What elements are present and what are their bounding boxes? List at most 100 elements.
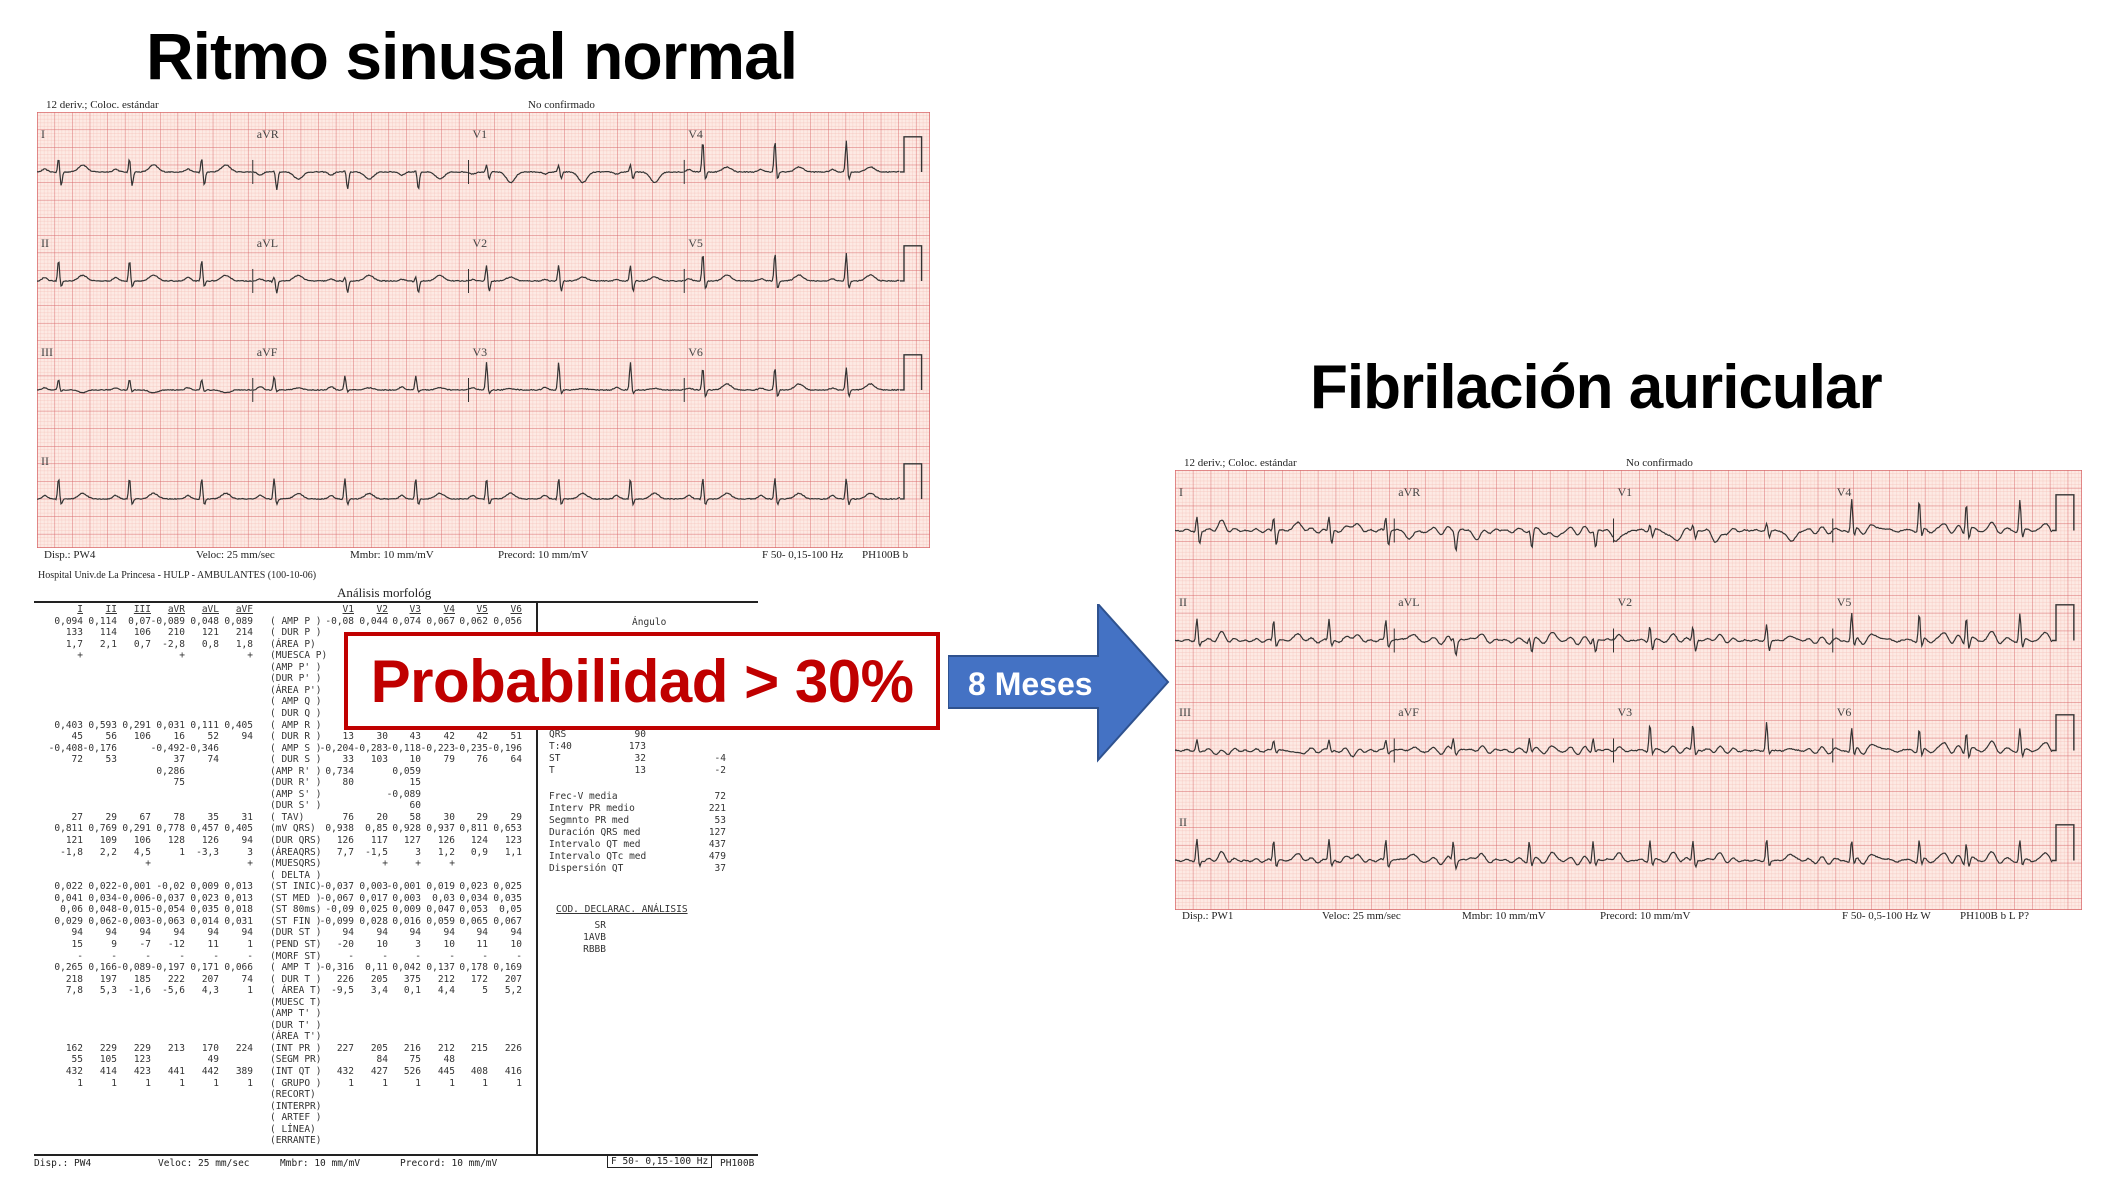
bottom-footer-disp: Disp.: PW4 — [34, 1158, 92, 1169]
table-cell: -0,037 — [319, 881, 354, 893]
table-cell: 48 — [443, 1054, 455, 1066]
table-cell: 0,031 — [156, 719, 185, 731]
table-cell: 389 — [235, 1066, 253, 1077]
table-cell: 170 — [201, 1042, 219, 1054]
ecg-trace-III — [37, 378, 253, 394]
measure-label: Interv PR medio — [549, 803, 635, 814]
table-cell: -0,067 — [319, 892, 354, 904]
table-cell: 16 — [173, 731, 185, 743]
row-label: (ST MED ) — [270, 892, 322, 904]
table-cell: -20 — [336, 938, 354, 950]
ecg-trace-aVR — [1394, 525, 1614, 553]
row-label: ( GRUPO ) — [270, 1077, 322, 1089]
table-cell: 0,034 — [459, 892, 488, 904]
table-cell: 29 — [476, 811, 488, 823]
table-cell: -0,316 — [319, 962, 354, 974]
right-footer-veloc: Veloc: 25 mm/sec — [1322, 910, 1401, 922]
table-cell: 0,653 — [493, 823, 522, 835]
table-cell: 218 — [65, 973, 83, 985]
ecg-trace-V1 — [468, 162, 684, 184]
table-cell: 80 — [342, 777, 354, 789]
declaration-code: SR — [594, 920, 606, 931]
column-header: aVL — [201, 604, 219, 615]
column-header: II — [105, 604, 117, 615]
bottom-footer-mmbr: Mmbr: 10 mm/mV — [280, 1158, 361, 1169]
table-cell: 1,7 — [65, 638, 83, 650]
table-cell: 4,5 — [133, 846, 151, 858]
ecg-trace-V6 — [683, 367, 900, 399]
table-cell: 0,067 — [493, 915, 522, 927]
table-cell: 0,062 — [88, 915, 117, 927]
ecg-trace-aVR — [252, 170, 469, 191]
row-label: ( DUR T ) — [270, 973, 322, 985]
declaration-code: 1AVB — [583, 932, 606, 943]
table-cell: 0,07 — [128, 615, 151, 627]
table-cell: 29 — [105, 811, 117, 823]
table-cell: -5,6 — [162, 985, 185, 997]
table-cell: 0,053 — [459, 904, 488, 916]
row-label: ( AMP R ) — [270, 719, 322, 731]
table-cell: 214 — [235, 627, 253, 639]
table-cell: 0,169 — [493, 962, 522, 974]
measure-label: Dispersión QT — [549, 863, 624, 874]
row-label: ( DUR R ) — [270, 731, 322, 743]
table-cell: 1 — [516, 1077, 522, 1089]
column-header: V2 — [376, 604, 388, 615]
table-cell: 207 — [504, 973, 522, 985]
table-cell: 27 — [71, 811, 83, 823]
table-cell: - — [77, 950, 83, 962]
left-footer-filter: F 50- 0,15-100 Hz — [762, 549, 844, 561]
right-footer-disp: Disp.: PW1 — [1182, 910, 1234, 922]
table-cell: -0,006 — [116, 892, 151, 904]
table-cell: 0,025 — [359, 904, 388, 916]
table-cell: - — [449, 950, 455, 962]
declarations-title: COD. DECLARAC. ANÁLISIS — [556, 904, 688, 915]
column-header: III — [133, 604, 151, 615]
table-cell: 0,016 — [392, 915, 421, 927]
table-cell: 0,089 — [224, 615, 253, 627]
table-cell: 15 — [71, 938, 83, 950]
table-cell: 94 — [510, 927, 522, 939]
angle-label: ST — [549, 753, 561, 764]
table-cell: - — [382, 950, 388, 962]
table-cell: -9,5 — [331, 985, 354, 997]
table-cell: 123 — [133, 1054, 151, 1066]
row-label: (RECORT) — [270, 1089, 316, 1101]
row-label: ( AMP S ) — [270, 742, 322, 754]
table-cell: -0,02 — [156, 881, 185, 893]
table-cell: 0,166 — [88, 962, 117, 974]
declaration-code: RBBB — [583, 944, 606, 955]
table-cell: 1 — [213, 1077, 219, 1089]
row-label: (MORF ST) — [270, 950, 322, 962]
table-cell: 0,003 — [392, 892, 421, 904]
table-cell: + — [77, 650, 83, 662]
table-cell: 74 — [241, 973, 253, 985]
table-cell: 0,013 — [224, 881, 253, 893]
analysis-top-rule — [34, 601, 758, 603]
table-cell: 0,017 — [359, 892, 388, 904]
table-cell: 0,059 — [392, 765, 421, 777]
table-cell: 226 — [504, 1042, 522, 1054]
ecg-trace-II — [37, 261, 253, 289]
table-cell: 172 — [470, 973, 488, 985]
lead-label: II — [1179, 595, 1187, 609]
table-cell: 0,11 — [365, 962, 388, 974]
table-cell: 2,1 — [99, 638, 117, 650]
table-cell: 43 — [409, 731, 421, 743]
lead-label: II — [1179, 815, 1187, 829]
table-cell: -0,089 — [150, 615, 185, 627]
lead-label: V1 — [1618, 485, 1633, 499]
row-label: (MUESC T) — [270, 996, 322, 1008]
column-header: aVR — [167, 604, 185, 615]
lead-label: II — [41, 236, 49, 250]
table-cell: 0,066 — [224, 962, 253, 974]
table-cell: 84 — [376, 1054, 388, 1066]
table-cell: - — [247, 950, 253, 962]
table-cell: - — [516, 950, 522, 962]
table-cell: 0,019 — [426, 881, 455, 893]
table-cell: 0,062 — [459, 615, 488, 627]
table-cell: 0,025 — [493, 881, 522, 893]
table-cell: 117 — [370, 835, 388, 846]
table-cell: 1 — [247, 938, 253, 950]
table-cell: 1 — [179, 1077, 185, 1089]
